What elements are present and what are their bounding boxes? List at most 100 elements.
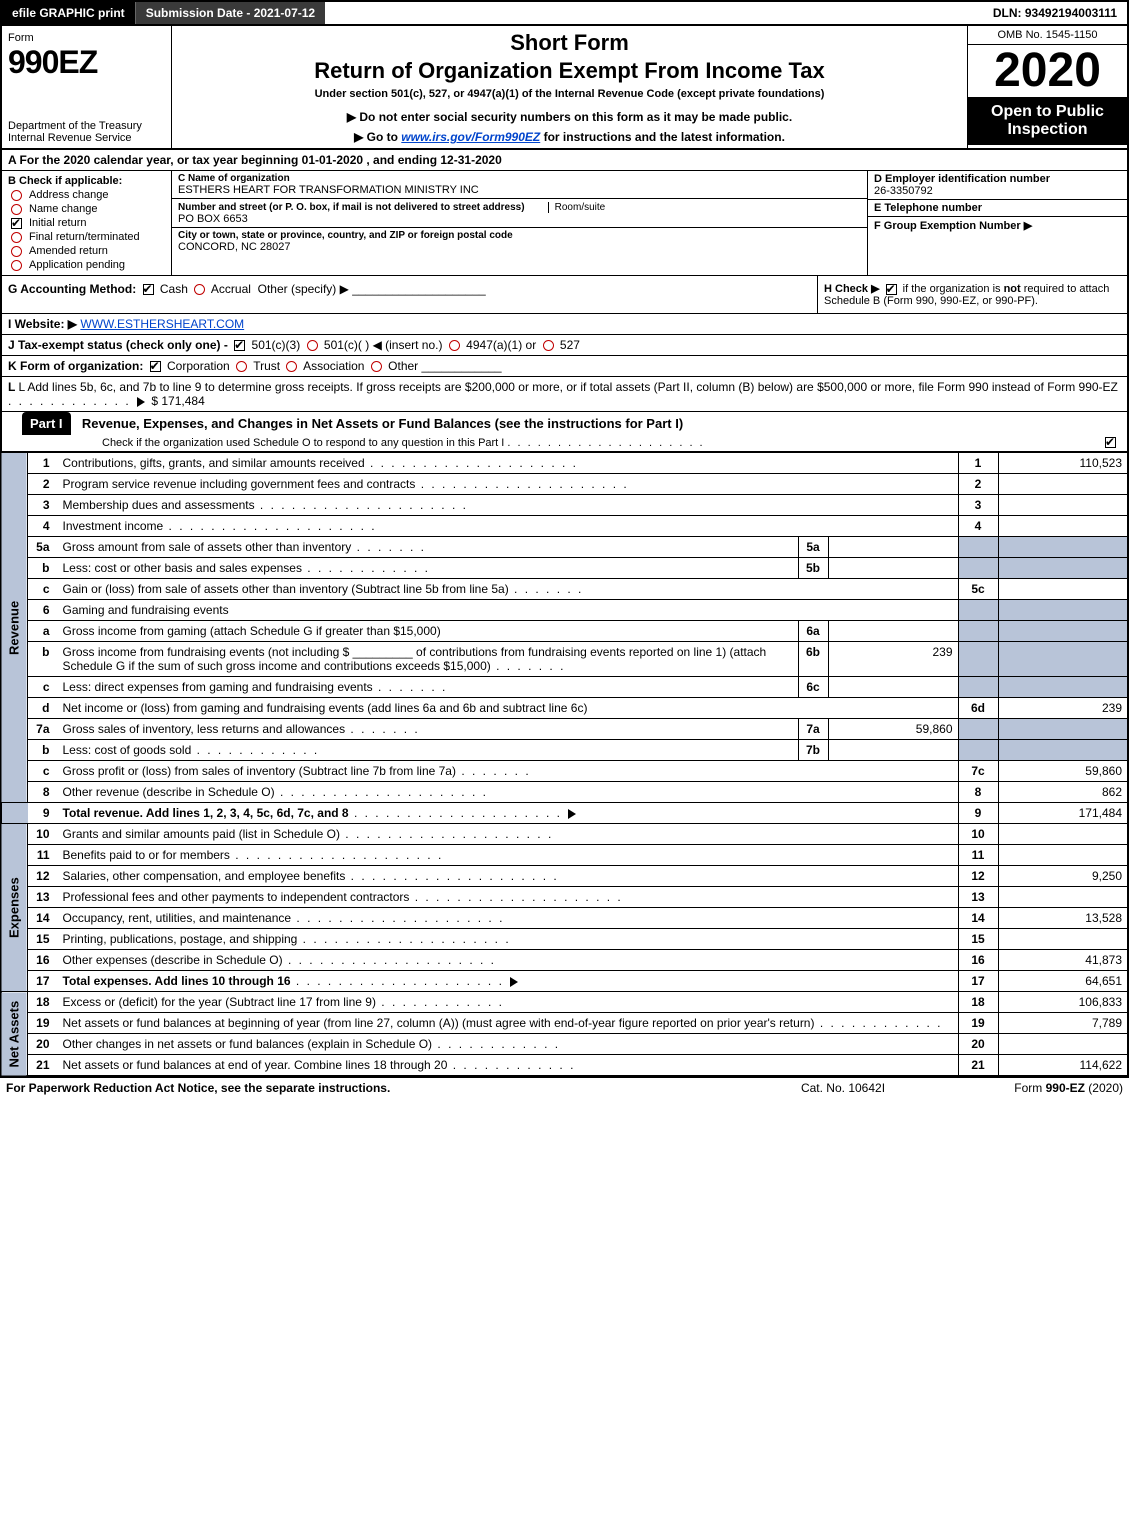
- tax-year: 2020: [968, 45, 1127, 97]
- chk-initial-return[interactable]: Initial return: [8, 217, 165, 229]
- chk-schedule-o[interactable]: [1105, 437, 1116, 448]
- city-value: CONCORD, NC 28027: [178, 241, 861, 253]
- chk-trust[interactable]: [236, 361, 247, 372]
- street-address: PO BOX 6653: [178, 213, 861, 225]
- chk-final-return[interactable]: Final return/terminated: [8, 231, 165, 243]
- chk-501c[interactable]: [307, 340, 318, 351]
- instructions-link-line: ▶ Go to www.irs.gov/Form990EZ for instru…: [180, 130, 959, 144]
- box-b-label: B Check if applicable:: [8, 175, 165, 187]
- line-15: 15 Printing, publications, postage, and …: [1, 929, 1128, 950]
- open-to-public: Open to Public Inspection: [968, 97, 1127, 145]
- form-number: 990EZ: [8, 44, 97, 80]
- d-label: D Employer identification number: [874, 173, 1121, 185]
- entity-info-row: B Check if applicable: Address change Na…: [0, 171, 1129, 276]
- row-g: G Accounting Method: Cash Accrual Other …: [2, 276, 817, 313]
- dept-treasury: Department of the Treasury Internal Reve…: [8, 120, 165, 144]
- arrow-icon: [568, 809, 576, 819]
- part1-tab: Part I: [22, 412, 71, 435]
- line-5a: 5a Gross amount from sale of assets othe…: [1, 537, 1128, 558]
- box-b: B Check if applicable: Address change Na…: [2, 171, 172, 275]
- box-d: D Employer identification number 26-3350…: [868, 171, 1127, 200]
- line-2: 2 Program service revenue including gove…: [1, 474, 1128, 495]
- form-header: Form 990EZ Department of the Treasury In…: [0, 26, 1129, 150]
- irs-link[interactable]: www.irs.gov/Form990EZ: [401, 130, 540, 144]
- e-label: E Telephone number: [874, 202, 1121, 214]
- line-7a: 7a Gross sales of inventory, less return…: [1, 719, 1128, 740]
- chk-accrual[interactable]: [194, 284, 205, 295]
- note2-suffix: for instructions and the latest informat…: [540, 130, 785, 144]
- line-8: 8 Other revenue (describe in Schedule O)…: [1, 782, 1128, 803]
- line-6c: c Less: direct expenses from gaming and …: [1, 677, 1128, 698]
- dln-label: DLN: 93492194003111: [983, 2, 1127, 24]
- addr-label: Number and street (or P. O. box, if mail…: [178, 202, 525, 213]
- c-label: C Name of organization: [178, 173, 861, 184]
- org-name: ESTHERS HEART FOR TRANSFORMATION MINISTR…: [178, 184, 861, 196]
- chk-4947[interactable]: [449, 340, 460, 351]
- line-20: 20 Other changes in net assets or fund b…: [1, 1034, 1128, 1055]
- expenses-vlabel: Expenses: [1, 824, 28, 992]
- chk-amended-return[interactable]: Amended return: [8, 245, 165, 257]
- cat-no: Cat. No. 10642I: [763, 1081, 923, 1095]
- efile-print-button[interactable]: efile GRAPHIC print: [2, 2, 135, 24]
- row-a-tax-year: A For the 2020 calendar year, or tax yea…: [0, 150, 1129, 171]
- netassets-vlabel: Net Assets: [1, 992, 28, 1077]
- line-16: 16 Other expenses (describe in Schedule …: [1, 950, 1128, 971]
- room-label: Room/suite: [548, 202, 606, 213]
- row-gh: G Accounting Method: Cash Accrual Other …: [0, 276, 1129, 314]
- part1-table: Revenue 1 Contributions, gifts, grants, …: [0, 452, 1129, 1077]
- chk-assoc[interactable]: [286, 361, 297, 372]
- revenue-vlabel: Revenue: [1, 453, 28, 803]
- line-14: 14 Occupancy, rent, utilities, and maint…: [1, 908, 1128, 929]
- chk-cash[interactable]: [143, 284, 154, 295]
- i-label: I Website: ▶: [8, 317, 77, 331]
- return-title: Return of Organization Exempt From Incom…: [180, 58, 959, 84]
- chk-other-org[interactable]: [371, 361, 382, 372]
- ssn-warning: ▶ Do not enter social security numbers o…: [180, 110, 959, 124]
- row-i: I Website: ▶ WWW.ESTHERSHEART.COM: [0, 314, 1129, 335]
- chk-name-change[interactable]: Name change: [8, 203, 165, 215]
- note2-prefix: ▶ Go to: [354, 130, 401, 144]
- header-mid: Short Form Return of Organization Exempt…: [172, 26, 967, 148]
- submission-date-button[interactable]: Submission Date - 2021-07-12: [135, 2, 325, 24]
- chk-h[interactable]: [886, 284, 897, 295]
- dept-line2: Internal Revenue Service: [8, 132, 132, 144]
- under-section: Under section 501(c), 527, or 4947(a)(1)…: [180, 88, 959, 100]
- j-label: J Tax-exempt status (check only one) -: [8, 338, 231, 352]
- arrow-icon: [137, 397, 145, 407]
- chk-address-change[interactable]: Address change: [8, 189, 165, 201]
- k-label: K Form of organization:: [8, 359, 143, 373]
- chk-application-pending[interactable]: Application pending: [8, 259, 165, 271]
- f-label: F Group Exemption Number ▶: [874, 220, 1032, 232]
- line-19: 19 Net assets or fund balances at beginn…: [1, 1013, 1128, 1034]
- line-4: 4 Investment income 4: [1, 516, 1128, 537]
- line-21: 21 Net assets or fund balances at end of…: [1, 1055, 1128, 1077]
- part1-header-row: Part I Revenue, Expenses, and Changes in…: [0, 412, 1129, 452]
- topbar-spacer: [325, 2, 983, 24]
- paperwork-notice: For Paperwork Reduction Act Notice, see …: [6, 1081, 763, 1095]
- line-1: Revenue 1 Contributions, gifts, grants, …: [1, 453, 1128, 474]
- row-h: H Check ▶ if the organization is not req…: [817, 276, 1127, 313]
- l-amount: $ 171,484: [151, 394, 204, 408]
- org-name-block: C Name of organization ESTHERS HEART FOR…: [172, 171, 867, 199]
- line-7b: b Less: cost of goods sold 7b: [1, 740, 1128, 761]
- line-13: 13 Professional fees and other payments …: [1, 887, 1128, 908]
- chk-corp[interactable]: [150, 361, 161, 372]
- h-label: H Check ▶: [824, 283, 880, 295]
- box-f: F Group Exemption Number ▶: [868, 217, 1127, 234]
- chk-501c3[interactable]: [234, 340, 245, 351]
- line-6d: d Net income or (loss) from gaming and f…: [1, 698, 1128, 719]
- line-3: 3 Membership dues and assessments 3: [1, 495, 1128, 516]
- line-18: Net Assets 18 Excess or (deficit) for th…: [1, 992, 1128, 1013]
- line-9: 9 Total revenue. Add lines 1, 2, 3, 4, 5…: [1, 803, 1128, 824]
- website-link[interactable]: WWW.ESTHERSHEART.COM: [80, 317, 244, 331]
- h-text1: if the organization is: [903, 283, 1004, 295]
- ein-value: 26-3350792: [874, 185, 1121, 197]
- line-5b: b Less: cost or other basis and sales ex…: [1, 558, 1128, 579]
- city-label: City or town, state or province, country…: [178, 230, 861, 241]
- box-c: C Name of organization ESTHERS HEART FOR…: [172, 171, 867, 275]
- chk-527[interactable]: [543, 340, 554, 351]
- row-k: K Form of organization: Corporation Trus…: [0, 356, 1129, 377]
- line-6b: b Gross income from fundraising events (…: [1, 642, 1128, 677]
- arrow-icon: [510, 977, 518, 987]
- g-label: G Accounting Method:: [8, 282, 136, 296]
